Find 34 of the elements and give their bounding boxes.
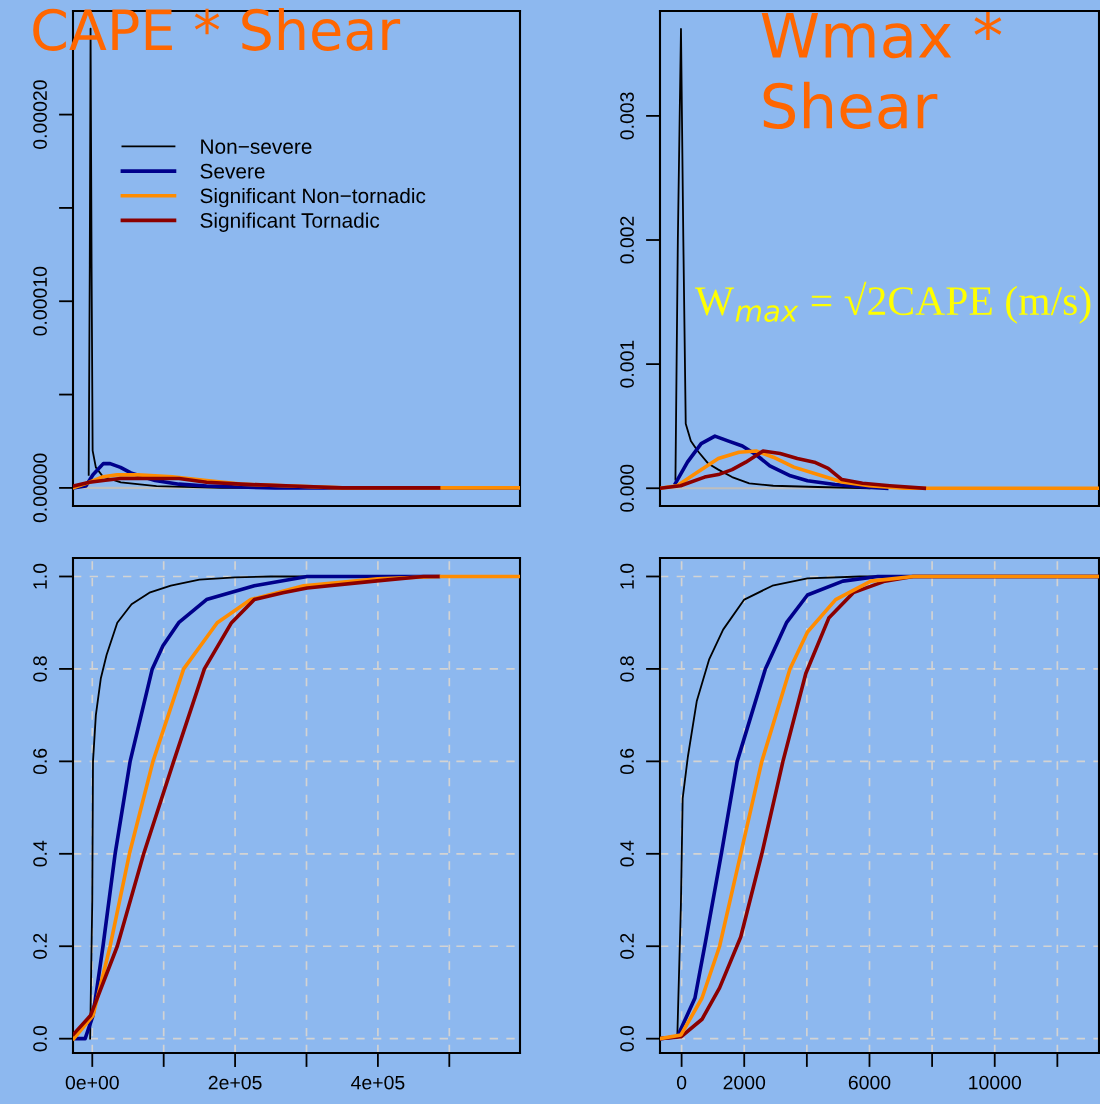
y-tick-label: 0.4 xyxy=(620,840,634,867)
x-tick-label: 4e+05 xyxy=(351,1075,405,1090)
line-series xyxy=(73,476,441,490)
y-tick-label: 0.003 xyxy=(620,92,634,140)
y-tick-label: 0.0 xyxy=(33,1025,47,1052)
x-tick-label: 2e+05 xyxy=(208,1075,262,1090)
y-tick-label: 0.00010 xyxy=(33,266,47,336)
y-tick-label: 0.00020 xyxy=(33,80,47,149)
legend-label: Non−severe xyxy=(201,139,312,154)
y-tick-label: 1.0 xyxy=(33,563,47,589)
y-tick-label: 0.002 xyxy=(620,216,634,264)
y-tick-label: 0.6 xyxy=(33,748,47,775)
y-tick-label: 0.001 xyxy=(620,340,634,388)
chart-title: Wmax * Shear xyxy=(761,12,1002,130)
line-series xyxy=(660,449,927,491)
x-tick-label: 6000 xyxy=(848,1075,891,1090)
y-tick-label: 0.4 xyxy=(33,840,47,867)
x-tick-label: 0e+00 xyxy=(65,1075,119,1090)
x-tick-label: 2000 xyxy=(723,1075,766,1090)
legend-label: Significant Non−tornadic xyxy=(200,187,426,208)
legend-label: Severe xyxy=(200,163,265,179)
y-tick-label: 0.6 xyxy=(620,748,634,775)
y-tick-label: 0.2 xyxy=(620,933,634,959)
y-tick-label: 0.2 xyxy=(33,933,47,959)
x-tick-label: 0 xyxy=(676,1075,687,1090)
y-tick-label: 0.000 xyxy=(620,464,634,512)
y-tick-label: 0.8 xyxy=(620,656,634,682)
y-tick-label: 0.0 xyxy=(620,1025,634,1052)
y-tick-label: 0.8 xyxy=(33,656,47,682)
legend-label: Significant Tornadic xyxy=(200,212,380,232)
y-tick-label: 0.00000 xyxy=(33,453,47,523)
y-tick-label: 1.0 xyxy=(620,563,634,589)
annotation: W$_{max}$ = √2CAPE (m/s) xyxy=(694,281,1091,324)
x-tick-label: 10000 xyxy=(969,1075,1022,1090)
